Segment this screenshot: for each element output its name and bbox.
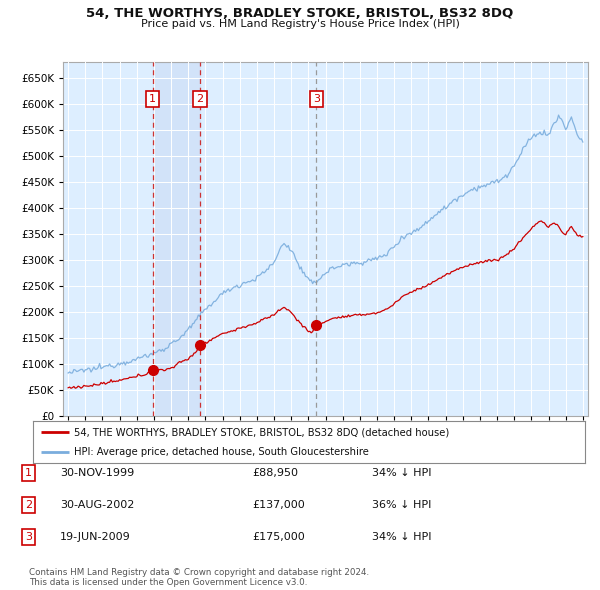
- Text: £88,950: £88,950: [252, 468, 298, 478]
- Text: 3: 3: [25, 532, 32, 542]
- Text: 34% ↓ HPI: 34% ↓ HPI: [372, 532, 431, 542]
- Text: 1: 1: [25, 468, 32, 478]
- Bar: [152, 62, 200, 416]
- Text: £137,000: £137,000: [252, 500, 305, 510]
- Text: This data is licensed under the Open Government Licence v3.0.: This data is licensed under the Open Gov…: [29, 578, 307, 588]
- Text: 2: 2: [196, 94, 203, 104]
- Text: £175,000: £175,000: [252, 532, 305, 542]
- Text: 34% ↓ HPI: 34% ↓ HPI: [372, 468, 431, 478]
- Text: 30-AUG-2002: 30-AUG-2002: [60, 500, 134, 510]
- Text: 54, THE WORTHYS, BRADLEY STOKE, BRISTOL, BS32 8DQ (detached house): 54, THE WORTHYS, BRADLEY STOKE, BRISTOL,…: [74, 427, 449, 437]
- Text: 36% ↓ HPI: 36% ↓ HPI: [372, 500, 431, 510]
- Text: 3: 3: [313, 94, 320, 104]
- Text: 2: 2: [25, 500, 32, 510]
- Text: HPI: Average price, detached house, South Gloucestershire: HPI: Average price, detached house, Sout…: [74, 447, 369, 457]
- Text: 30-NOV-1999: 30-NOV-1999: [60, 468, 134, 478]
- Text: 54, THE WORTHYS, BRADLEY STOKE, BRISTOL, BS32 8DQ: 54, THE WORTHYS, BRADLEY STOKE, BRISTOL,…: [86, 7, 514, 20]
- Text: 1: 1: [149, 94, 156, 104]
- Text: Price paid vs. HM Land Registry's House Price Index (HPI): Price paid vs. HM Land Registry's House …: [140, 19, 460, 29]
- Text: 19-JUN-2009: 19-JUN-2009: [60, 532, 131, 542]
- Text: Contains HM Land Registry data © Crown copyright and database right 2024.: Contains HM Land Registry data © Crown c…: [29, 568, 369, 577]
